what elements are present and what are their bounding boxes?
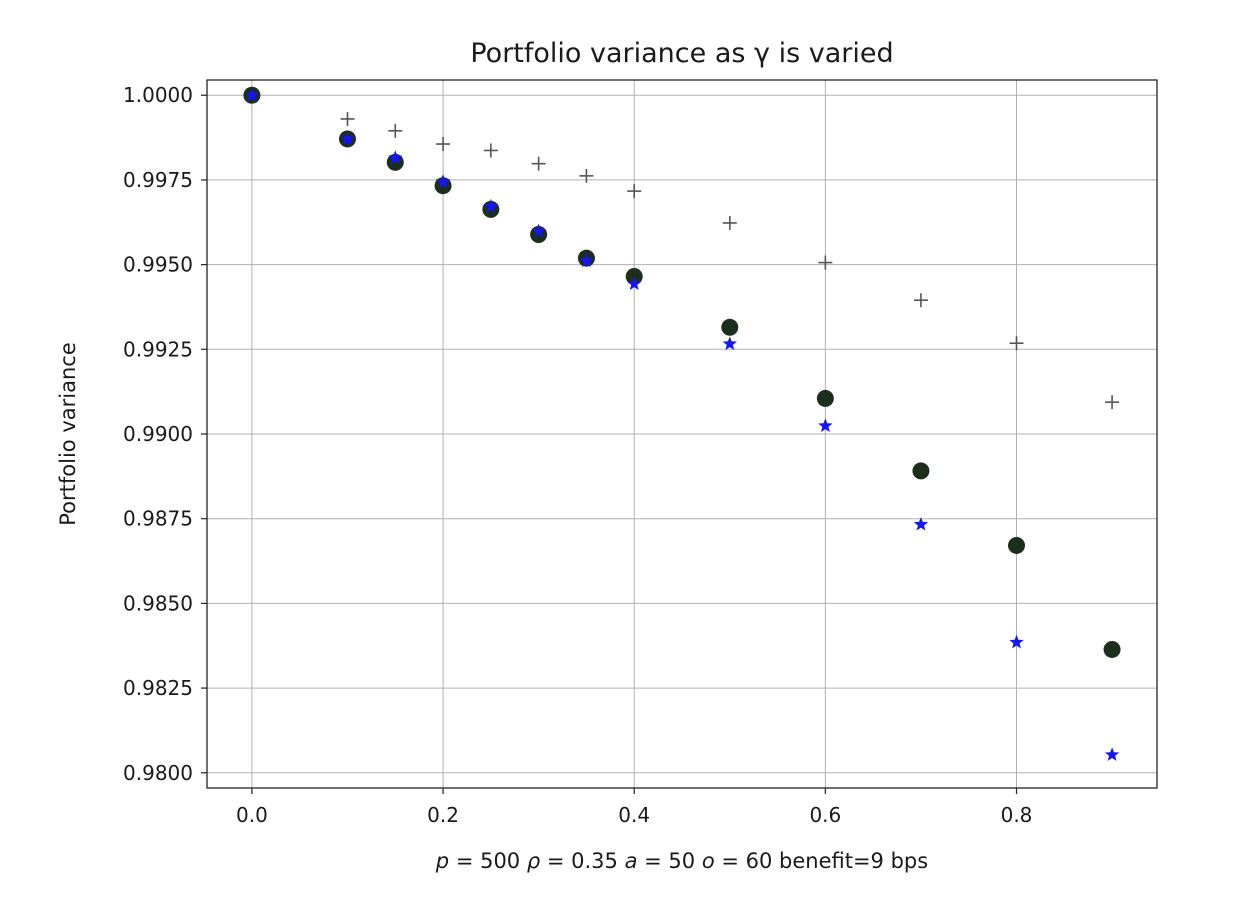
y-tick-label: 0.9975 bbox=[123, 168, 193, 192]
circle-marker bbox=[721, 318, 739, 336]
x-tick-label: 0.8 bbox=[1001, 803, 1033, 827]
x-tick-label: 0.4 bbox=[618, 803, 650, 827]
plus-marker bbox=[436, 137, 451, 152]
star-marker bbox=[627, 276, 642, 290]
plus-marker bbox=[579, 168, 594, 183]
x-label-a-value: = 50 bbox=[637, 849, 701, 873]
star-marker bbox=[531, 223, 546, 238]
star-marker bbox=[1104, 747, 1120, 761]
x-label-rho-value: = 0.35 bbox=[540, 849, 624, 873]
y-tick-label: 0.9925 bbox=[123, 337, 193, 361]
plus-marker bbox=[913, 293, 928, 308]
y-tick-label: 0.9950 bbox=[123, 253, 193, 277]
plus-marker bbox=[1105, 395, 1120, 410]
plus-marker bbox=[1009, 336, 1024, 351]
y-axis-ticks: 1.0000 0.9975 0.9950 0.9925 0.9900 0.9875 0.98… bbox=[123, 83, 207, 785]
y-tick-label: 1.0000 bbox=[123, 83, 193, 107]
y-tick-label: 0.9875 bbox=[123, 507, 193, 531]
y-tick-label: 0.9900 bbox=[123, 422, 193, 446]
circle-marker bbox=[912, 462, 930, 480]
grid-lines bbox=[207, 80, 1157, 788]
star-marker bbox=[340, 131, 355, 146]
x-axis-ticks: 0.0 0.2 0.4 0.6 0.8 bbox=[236, 788, 1032, 827]
plot-area-frame bbox=[206, 79, 1158, 789]
x-tick-label: 0.2 bbox=[427, 803, 459, 827]
x-label-o: o bbox=[702, 849, 715, 873]
plus-marker bbox=[627, 184, 642, 199]
plus-marker bbox=[722, 215, 737, 230]
x-label-rho: ρ bbox=[527, 849, 541, 873]
x-label-p-value: = 500 bbox=[449, 849, 527, 873]
plus-marker bbox=[340, 111, 355, 126]
plus-marker bbox=[818, 255, 833, 270]
circle-marker bbox=[1008, 536, 1026, 554]
circle-marker bbox=[816, 389, 834, 407]
circle-marker bbox=[386, 153, 404, 171]
x-label-o-value: = 60 benefit=9 bps bbox=[715, 849, 929, 873]
x-label-p: p bbox=[435, 849, 449, 873]
star-marker bbox=[579, 253, 594, 267]
y-axis-label: Portfolio variance bbox=[56, 342, 80, 525]
plus-marker bbox=[388, 123, 403, 138]
x-tick-label: 0.6 bbox=[809, 803, 841, 827]
star-marker bbox=[722, 336, 737, 350]
star-marker bbox=[435, 174, 451, 188]
x-label-a: a bbox=[625, 849, 638, 873]
chart-title: Portfolio variance as γ is varied bbox=[470, 38, 893, 69]
star-marker bbox=[1009, 634, 1024, 649]
x-axis-label: p = 500 ρ = 0.35 a = 50 o = 60 benefit=9… bbox=[435, 849, 928, 873]
y-tick-label: 0.9850 bbox=[123, 591, 193, 615]
star-marker bbox=[388, 150, 403, 164]
star-marker bbox=[483, 198, 498, 213]
star-marker bbox=[913, 516, 929, 531]
circle-marker bbox=[1103, 640, 1121, 658]
x-tick-label: 0.0 bbox=[236, 803, 268, 827]
y-tick-label: 0.9825 bbox=[123, 676, 193, 700]
plus-marker bbox=[483, 143, 498, 158]
y-tick-label: 0.9800 bbox=[123, 761, 193, 785]
data-points bbox=[243, 86, 1121, 761]
star-marker bbox=[244, 87, 260, 102]
plus-marker bbox=[531, 156, 546, 171]
star-marker bbox=[818, 418, 833, 432]
